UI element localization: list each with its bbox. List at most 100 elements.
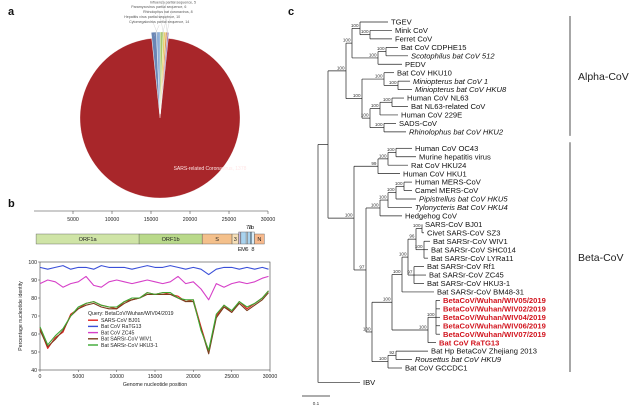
series-line	[39, 265, 269, 276]
bootstrap-value: 100	[379, 195, 387, 200]
y-tick-label: 40	[31, 368, 37, 374]
pie-slice-label: Influenza partial sequence, 5	[150, 0, 196, 4]
tree-leaf-label: Bat Hp BetaCoV Zhejiang 2013	[431, 347, 537, 356]
genome-scale-tick-label: 5000	[67, 217, 79, 223]
tree-leaf-label: BetaCoV/Wuhan/WIV05/2019	[443, 296, 546, 305]
gene-block	[247, 231, 251, 245]
tree-leaf-label: Bat CoV HKU10	[397, 68, 452, 77]
tree-leaf-label: Pipistrellus bat CoV HKU5	[419, 195, 508, 204]
pie-slice	[160, 32, 170, 115]
bootstrap-value: 100	[369, 52, 377, 57]
bootstrap-value: 100	[383, 97, 391, 102]
gene-label: 3	[234, 237, 237, 243]
bootstrap-value: 97	[407, 270, 413, 275]
panel-label-a: a	[8, 6, 15, 18]
bootstrap-value: 100	[427, 312, 435, 317]
bootstrap-value: 100	[383, 297, 391, 302]
bootstrap-value: 100	[361, 113, 369, 118]
panel-label-c: c	[288, 6, 295, 18]
legend-entry: SARS-CoV BJ01	[101, 318, 140, 324]
bootstrap-value: 100	[395, 181, 403, 186]
legend-entry: Bat SARSr-CoV HKU3-1	[101, 343, 158, 349]
pie-leader-line	[162, 0, 168, 37]
genome-scale-tick-label: 10000	[105, 217, 120, 223]
bootstrap-value: 100	[351, 23, 359, 28]
bootstrap-value: 100	[419, 324, 427, 329]
gene-label: 7a	[246, 225, 253, 231]
pie-slice	[151, 31, 160, 115]
tree-leaf-label: Miniopterus bat CoV 1	[413, 77, 488, 86]
bootstrap-value: 100	[377, 46, 385, 51]
tree-leaf-label: Bat SARSr-CoV HKU3-1	[427, 279, 510, 288]
bootstrap-value: 96	[409, 234, 415, 239]
pie-leader-line	[165, 5, 174, 37]
gene-label: 7b	[248, 225, 254, 231]
tree-leaf-label: IBV	[363, 378, 376, 387]
panel-label-b: b	[8, 198, 15, 210]
tree-leaf-label: Human CoV NL63	[407, 94, 469, 103]
tree-leaf-label: Bat SARSr-CoV BM48-31	[437, 288, 524, 297]
tree-leaf-label: Bat SARSr-CoV ZC45	[429, 271, 504, 280]
bootstrap-value: 100	[363, 326, 371, 331]
pie-minor-labels: Cytomegalovirus partial sequence, 14Hepa…	[124, 0, 196, 37]
tree-leaf-label: PEDV	[405, 60, 427, 69]
gene-label: E	[238, 247, 242, 253]
legend-entry: Bat CoV ZC45	[101, 330, 135, 336]
tree-leaf-label: BetaCoV/Wuhan/WIV04/2019	[443, 313, 546, 322]
tree-leaf-label: Mink CoV	[395, 26, 429, 35]
bootstrap-value: 100	[387, 187, 395, 192]
x-tick-label: 30000	[263, 374, 278, 380]
pie-slice-label: Rhinolophus bat coronavirus, 8	[143, 10, 193, 14]
gene-label: 6	[245, 247, 248, 253]
x-tick-label: 20000	[186, 374, 201, 380]
pie-main-label: SARS-related Coronavirus, 1378	[174, 166, 247, 172]
pie-leader-line	[161, 14, 169, 37]
x-tick-label: 10000	[109, 374, 124, 380]
tree-leaf-label: Rat CoV HKU24	[411, 161, 466, 170]
legend-entry: Bat SARSr-CoV WIV1	[101, 337, 152, 343]
x-tick-label: 5000	[73, 374, 85, 380]
tree-leaf-label: Murine hepatitis virus	[419, 152, 491, 161]
tree-leaf-label: Bat NL63-related CoV	[411, 102, 486, 111]
genome-map: 5000 10000 15000 20000 25000 30000 ORF1a ORF1b S…	[34, 210, 276, 253]
bootstrap-value: 100	[345, 213, 353, 218]
bootstrap-value: 100	[343, 38, 351, 43]
tree-leaf-label: Bat SARSr-CoV WIV1	[433, 237, 508, 246]
x-tick-label: 0	[39, 374, 42, 380]
gene-block	[251, 231, 255, 245]
genome-scale-tick-label: 30000	[261, 217, 276, 223]
x-axis-label: Genome nucleotide position	[123, 382, 187, 388]
y-axis-label: Percentage nucleotide identity	[18, 281, 24, 351]
gene-label: M	[241, 247, 246, 253]
tree-leaf-label: Hedgehog CoV	[405, 212, 458, 221]
tree-leaf-label: Tylonycteris Bat CoV HKU4	[415, 203, 508, 212]
bootstrap-value: 100	[337, 65, 345, 70]
genome-scale-tick-label: 25000	[222, 217, 237, 223]
series-line	[39, 290, 269, 351]
tree-leaf-label: Bat SARSr-CoV Rf1	[427, 262, 495, 271]
gene-label: N	[257, 237, 261, 243]
tree-leaf-label: SADS-CoV	[399, 119, 438, 128]
tree-leaf-label: Bat CoV RaTG13	[439, 338, 499, 347]
bootstrap-value: 100	[371, 103, 379, 108]
bootstrap-value: 100	[393, 269, 401, 274]
pie-chart	[79, 31, 241, 199]
y-tick-label: 80	[31, 296, 37, 302]
bootstrap-value: 100	[379, 356, 387, 361]
bootstrap-value: 97	[359, 264, 365, 269]
pie-leader-line	[153, 25, 160, 37]
gene-label: ORF1b	[162, 237, 180, 243]
gene-block	[238, 231, 241, 245]
pie-slice-label: Cytomegalovirus partial sequence, 14	[129, 20, 189, 24]
bootstrap-value: 100	[375, 74, 383, 79]
tree-leaf-label: TGEV	[391, 18, 413, 27]
y-tick-label: 60	[31, 332, 37, 338]
clade-label-beta: Beta-CoV	[578, 252, 624, 264]
series-line	[39, 275, 269, 301]
pie-slice	[156, 31, 161, 115]
bootstrap-value: 92	[389, 350, 395, 355]
legend-title: Query: BetaCoV/Wuhan/WIV04/2019	[88, 311, 174, 317]
tree-leaf-label: BetaCoV/Wuhan/WIV06/2019	[443, 321, 546, 330]
gene-label: 8	[251, 247, 254, 253]
tree-leaf-label: Bat CoV CDPHE15	[401, 43, 466, 52]
